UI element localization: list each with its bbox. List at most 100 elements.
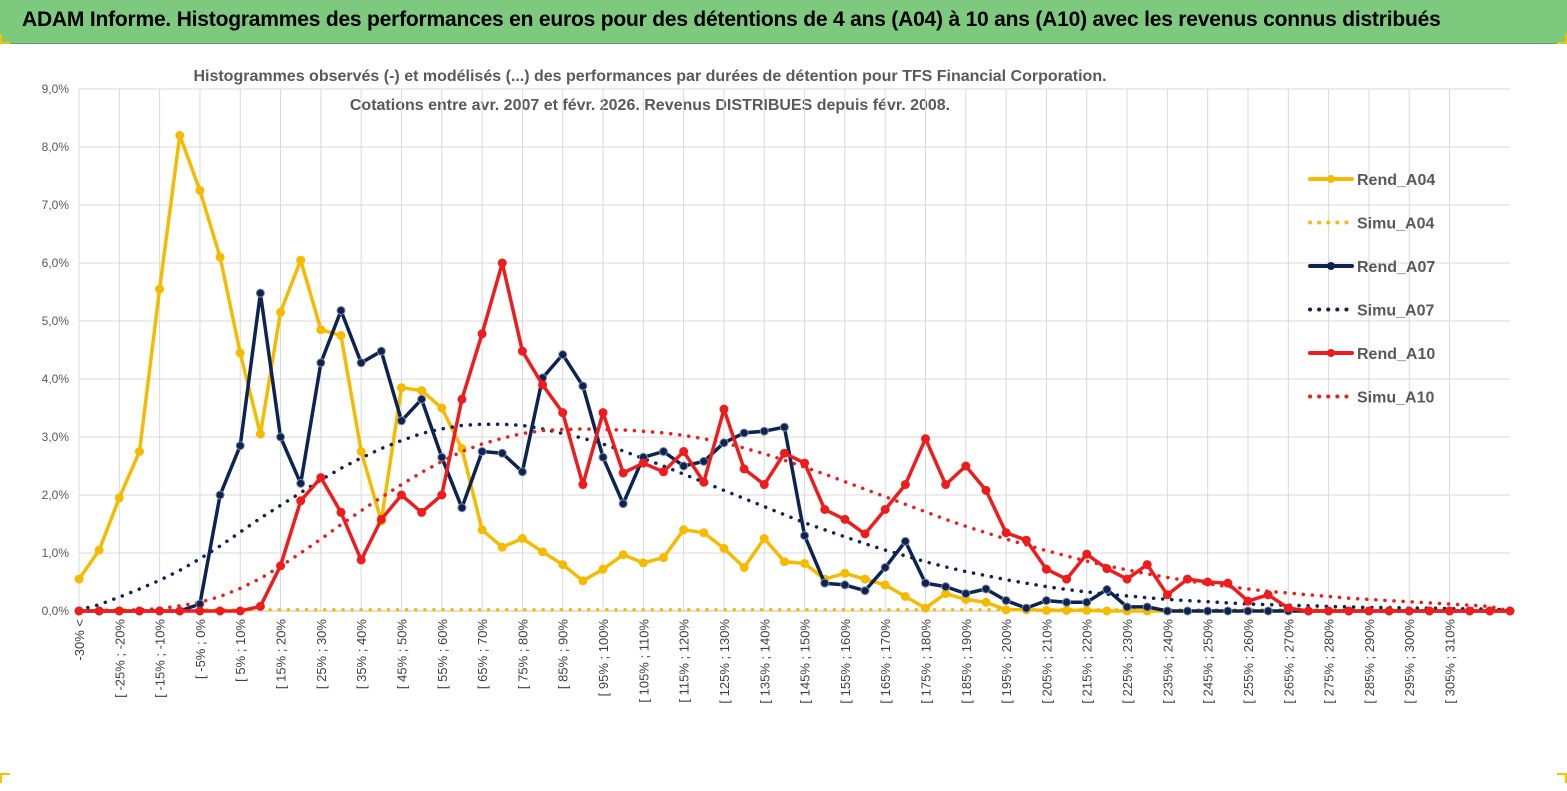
point-Rend_A07	[699, 456, 709, 466]
legend-label: Simu_A04	[1357, 216, 1434, 233]
y-tick-label: 4,0%	[42, 372, 70, 386]
point-Rend_A04	[74, 574, 84, 584]
point-Rend_A10	[1344, 606, 1354, 616]
point-Rend_A04	[1001, 605, 1011, 615]
point-Rend_A04	[921, 603, 931, 613]
point-Rend_A04	[114, 493, 124, 503]
x-tick-label: [ 45% ; 50%	[394, 619, 409, 690]
point-Rend_A10	[1303, 606, 1313, 616]
x-tick-label: [ 25% ; 30%	[314, 619, 329, 690]
legend-label: Rend_A04	[1357, 172, 1435, 189]
point-Rend_A10	[1445, 606, 1455, 616]
point-Rend_A10	[961, 461, 971, 471]
point-Rend_A10	[497, 258, 507, 268]
point-Rend_A07	[1062, 597, 1072, 607]
point-Rend_A10	[921, 434, 931, 444]
point-Rend_A10	[336, 507, 346, 517]
point-Rend_A04	[396, 383, 406, 393]
y-tick-label: 0,0%	[42, 604, 70, 618]
point-Rend_A04	[155, 284, 165, 294]
point-Rend_A04	[880, 580, 890, 590]
point-Rend_A04	[658, 553, 668, 563]
x-tick-label: [ -5% ; 0%	[193, 619, 208, 679]
y-tick-label: 2,0%	[42, 488, 70, 502]
point-Rend_A04	[679, 525, 689, 535]
point-Rend_A10	[900, 480, 910, 490]
point-Rend_A07	[941, 582, 951, 592]
series-line-Simu_A07	[77, 422, 1512, 612]
point-Rend_A04	[699, 528, 709, 538]
point-Rend_A10	[800, 458, 810, 468]
point-Rend_A10	[1364, 606, 1374, 616]
point-Rend_A10	[134, 606, 144, 616]
y-tick-label: 3,0%	[42, 430, 70, 444]
point-Rend_A04	[719, 543, 729, 553]
corner-mark-top-left	[0, 34, 10, 44]
point-Rend_A07	[679, 461, 689, 471]
point-Rend_A07	[921, 578, 931, 588]
point-Rend_A04	[215, 252, 225, 262]
point-Rend_A10	[396, 490, 406, 500]
point-Rend_A10	[155, 606, 165, 616]
point-Rend_A10	[376, 514, 386, 524]
x-tick-label: [ 265% ; 270%	[1281, 619, 1296, 704]
point-Rend_A10	[1021, 535, 1031, 545]
point-Rend_A10	[1142, 560, 1152, 570]
x-tick-label: [ 195% ; 200%	[999, 619, 1014, 704]
point-Rend_A10	[679, 447, 689, 456]
point-Rend_A07	[1223, 606, 1233, 616]
point-Rend_A07	[296, 478, 306, 488]
point-Rend_A10	[1424, 606, 1434, 616]
x-tick-label: [ 95% ; 100%	[596, 619, 611, 697]
point-Rend_A10	[1223, 578, 1233, 588]
point-Rend_A10	[1283, 603, 1293, 613]
point-Rend_A10	[739, 464, 749, 474]
point-Rend_A07	[376, 346, 386, 356]
point-Rend_A07	[598, 452, 608, 462]
point-Rend_A10	[981, 485, 991, 495]
point-Rend_A07	[658, 447, 668, 456]
point-Rend_A07	[517, 467, 527, 477]
point-Rend_A10	[638, 458, 648, 468]
point-Rend_A07	[235, 441, 245, 451]
x-tick-label: [ 155% ; 160%	[838, 619, 853, 704]
x-tick-label: [ 15% ; 20%	[274, 619, 289, 690]
point-Rend_A10	[1102, 564, 1112, 574]
y-tick-label: 5,0%	[42, 314, 70, 328]
x-axis-ticks: -30% < [ -25% ; -20% [ -15% ; -10% [ -5% ; …	[72, 619, 1458, 704]
point-Rend_A04	[517, 534, 527, 543]
point-Rend_A10	[1384, 606, 1394, 616]
point-Rend_A10	[417, 507, 427, 517]
legend-marker	[1327, 175, 1335, 183]
point-Rend_A07	[336, 306, 346, 316]
point-Rend_A10	[1203, 577, 1213, 587]
x-tick-label: -30% <	[72, 619, 87, 661]
point-Rend_A10	[820, 505, 830, 514]
point-Rend_A04	[356, 447, 366, 456]
x-tick-label: [ 245% ; 250%	[1201, 619, 1216, 704]
point-Rend_A07	[1263, 606, 1273, 616]
point-Rend_A04	[578, 576, 588, 586]
point-Rend_A10	[296, 496, 306, 506]
point-Rend_A10	[276, 561, 286, 571]
x-tick-label: [ 185% ; 190%	[959, 619, 974, 704]
x-tick-label: [ -15% ; -10%	[153, 619, 168, 698]
point-Rend_A04	[1041, 605, 1051, 615]
point-Rend_A10	[759, 480, 769, 490]
point-Rend_A04	[1082, 605, 1092, 615]
point-Rend_A10	[1162, 590, 1172, 600]
point-Rend_A10	[1122, 574, 1132, 584]
point-Rend_A10	[840, 514, 850, 524]
point-Rend_A04	[598, 564, 608, 574]
y-tick-label: 9,0%	[42, 82, 70, 96]
x-tick-label: [ 125% ; 130%	[717, 619, 732, 704]
point-Rend_A04	[195, 186, 205, 195]
point-Rend_A04	[618, 550, 628, 560]
x-tick-label: [ 75% ; 80%	[515, 619, 530, 690]
legend-marker	[1327, 349, 1335, 357]
point-Rend_A04	[538, 547, 548, 557]
point-Rend_A04	[779, 557, 789, 567]
point-Rend_A07	[578, 381, 588, 391]
point-Rend_A04	[276, 307, 286, 317]
x-tick-label: [ 55% ; 60%	[435, 619, 450, 690]
